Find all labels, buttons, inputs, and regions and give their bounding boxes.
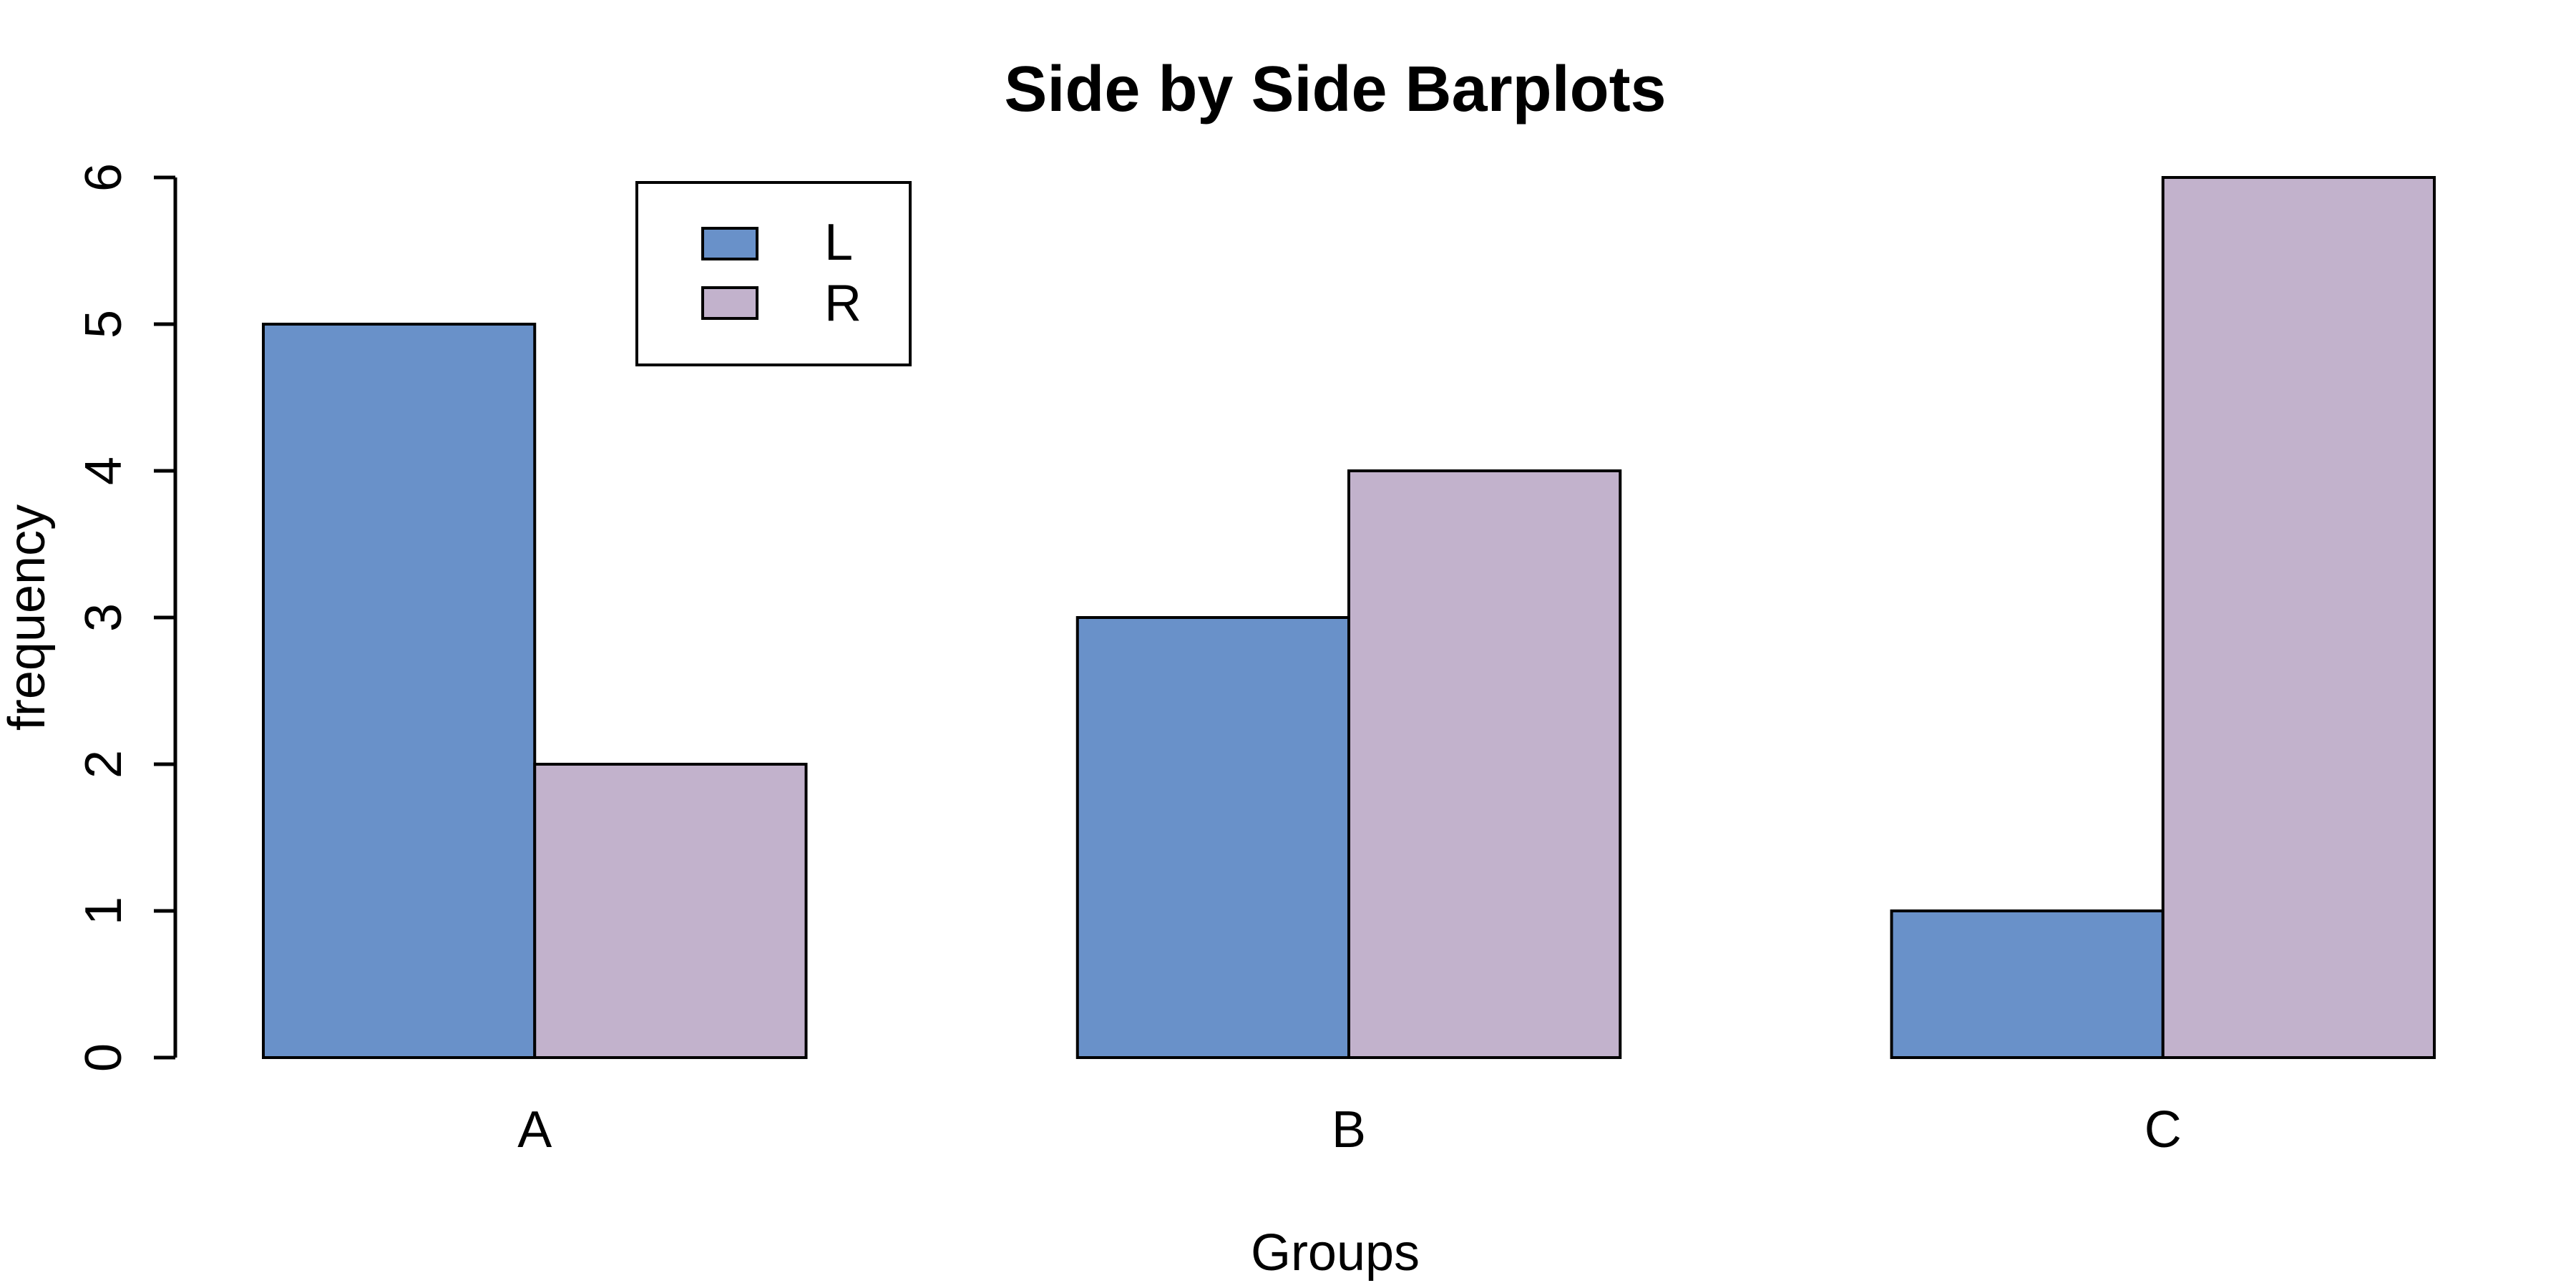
y-axis-title: frequency <box>0 504 56 731</box>
y-tick-label: 6 <box>75 163 132 192</box>
y-tick-label: 3 <box>75 603 132 632</box>
bar-B-R <box>1347 469 1622 1059</box>
legend-box <box>635 181 912 366</box>
bar-B-L <box>1075 616 1350 1059</box>
bar-A-L <box>262 323 537 1059</box>
bar-series <box>262 176 2436 1059</box>
legend-label-R: R <box>824 275 862 332</box>
x-category-label-C: C <box>2145 1101 2182 1158</box>
legend-swatch-L <box>701 227 758 260</box>
y-tick-label: 2 <box>75 750 132 779</box>
bar-C-L <box>1890 909 2165 1059</box>
y-axis-ticks: 0 1 2 3 4 5 6 <box>75 163 175 1072</box>
y-tick-label: 4 <box>75 457 132 485</box>
chart-title: Side by Side Barplots <box>1004 54 1666 125</box>
x-category-label-A: A <box>517 1101 552 1158</box>
x-axis-title: Groups <box>1251 1224 1420 1282</box>
legend-swatch-R <box>701 286 758 320</box>
legend-label-L: L <box>824 214 853 271</box>
y-tick-label: 0 <box>75 1043 132 1072</box>
y-tick-label: 1 <box>75 897 132 925</box>
x-category-label-B: B <box>1332 1101 1366 1158</box>
bar-C-R <box>2161 176 2436 1059</box>
bar-A-R <box>533 763 808 1059</box>
x-category-labels: A B C <box>517 1101 2182 1158</box>
legend: L R <box>635 181 912 366</box>
y-tick-label: 5 <box>75 310 132 338</box>
